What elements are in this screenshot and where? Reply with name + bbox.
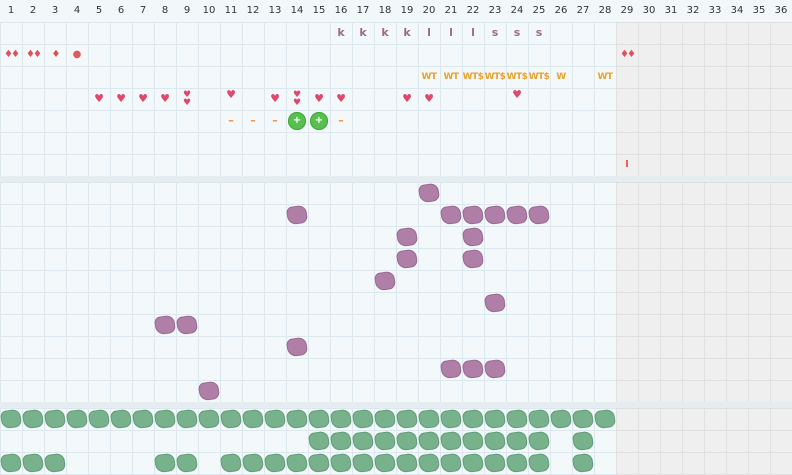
symptom-panel: k k k k l l l s s s ♦♦ ♦♦ ♦ ● ♦♦ WT WT WT$ WT$ WT$ WT$ W WT ♥ ♥ ♥… <box>0 22 792 176</box>
day-number-21: 21 <box>444 5 458 16</box>
day-number-30: 30 <box>642 5 656 16</box>
dash-icon[interactable]: – <box>228 114 234 127</box>
day-number-33: 33 <box>708 5 722 16</box>
day-number-11: 11 <box>224 5 238 16</box>
heart-icon[interactable]: ♥ <box>138 92 148 105</box>
flower-plus: + <box>310 112 328 130</box>
heart-icon[interactable]: ♥ <box>314 92 324 105</box>
day-number-24: 24 <box>510 5 524 16</box>
day-number-17: 17 <box>356 5 370 16</box>
dot-icon[interactable]: ● <box>72 49 82 60</box>
dash-icon[interactable]: – <box>338 114 344 127</box>
dash-icon[interactable]: – <box>272 114 278 127</box>
marker-letter[interactable]: s <box>491 26 499 39</box>
day-number-13: 13 <box>268 5 282 16</box>
log-panel <box>0 408 792 475</box>
day-number-4: 4 <box>73 5 81 16</box>
heart-icon[interactable]: ♥ <box>116 92 126 105</box>
day-number-2: 2 <box>29 5 37 16</box>
activity-panel <box>0 182 792 402</box>
panel-grid-inactive <box>616 182 792 402</box>
day-number-8: 8 <box>161 5 169 16</box>
heart-icon[interactable]: ♥ <box>424 92 434 105</box>
double-heart-icon[interactable]: ♥♥ <box>293 90 302 108</box>
double-heart-icon[interactable]: ♥♥ <box>183 90 192 108</box>
heart-icon[interactable]: ♥ <box>402 92 412 105</box>
day-number-15: 15 <box>312 5 326 16</box>
day-number-20: 20 <box>422 5 436 16</box>
marker-letter[interactable]: l <box>449 26 453 39</box>
day-number-10: 10 <box>202 5 216 16</box>
day-number-35: 35 <box>752 5 766 16</box>
heart-icon[interactable]: ♥ <box>512 88 522 101</box>
heart-icon[interactable]: ♥ <box>270 92 280 105</box>
marker-letter[interactable]: l <box>471 26 475 39</box>
marker-wt[interactable]: WT <box>421 72 437 82</box>
marker-wt[interactable]: WT <box>597 72 613 82</box>
day-number-6: 6 <box>117 5 125 16</box>
day-number-32: 32 <box>686 5 700 16</box>
day-number-27: 27 <box>576 5 590 16</box>
marker-wt[interactable]: WT <box>443 72 459 82</box>
day-number-14: 14 <box>290 5 304 16</box>
day-number-29: 29 <box>620 5 634 16</box>
marker-letter[interactable]: k <box>359 26 367 39</box>
panel-grid-inactive <box>616 408 792 475</box>
marker-wt[interactable]: WT$ <box>484 72 506 82</box>
day-number-9: 9 <box>183 5 191 16</box>
day-number-5: 5 <box>95 5 103 16</box>
day-number-7: 7 <box>139 5 147 16</box>
day-number-16: 16 <box>334 5 348 16</box>
marker-letter[interactable]: s <box>513 26 521 39</box>
marker-letter[interactable]: l <box>427 26 431 39</box>
day-number-31: 31 <box>664 5 678 16</box>
day-number-18: 18 <box>378 5 392 16</box>
heart-icon[interactable]: ♥ <box>160 92 170 105</box>
flower-plus: + <box>288 112 306 130</box>
double-drop-icon[interactable]: ♦♦ <box>26 49 42 60</box>
marker-wt[interactable]: W <box>556 72 566 82</box>
heart-icon[interactable]: ♥ <box>94 92 104 105</box>
bar-icon[interactable]: I <box>625 159 629 170</box>
double-drop-icon[interactable]: ♦♦ <box>4 49 20 60</box>
day-number-28: 28 <box>598 5 612 16</box>
marker-letter[interactable]: k <box>381 26 389 39</box>
marker-letter[interactable]: k <box>337 26 345 39</box>
day-number-12: 12 <box>246 5 260 16</box>
day-number-36: 36 <box>774 5 788 16</box>
flower-icon[interactable]: + <box>308 110 330 132</box>
panel-divider <box>0 402 792 408</box>
dash-icon[interactable]: – <box>250 114 256 127</box>
double-drop-icon[interactable]: ♦♦ <box>620 49 636 60</box>
marker-letter[interactable]: s <box>535 26 543 39</box>
day-number-22: 22 <box>466 5 480 16</box>
heart-icon[interactable]: ♥ <box>336 92 346 105</box>
panel-grid-inactive <box>616 22 792 176</box>
day-number-19: 19 <box>400 5 414 16</box>
marker-wt[interactable]: WT$ <box>528 72 550 82</box>
heart-icon[interactable]: ♥ <box>226 88 236 101</box>
day-number-1: 1 <box>7 5 15 16</box>
day-number-26: 26 <box>554 5 568 16</box>
flower-icon[interactable]: + <box>286 110 308 132</box>
day-number-3: 3 <box>51 5 59 16</box>
panel-grid-active <box>0 22 616 176</box>
panel-divider <box>0 176 792 182</box>
marker-wt[interactable]: WT$ <box>462 72 484 82</box>
marker-letter[interactable]: k <box>403 26 411 39</box>
drop-icon[interactable]: ♦ <box>51 49 61 60</box>
day-header: 1 2 3 4 5 6 7 8 9 10 11 12 13 14 15 16 17 18 19 20 21 22 23 24 2… <box>0 0 792 22</box>
day-number-25: 25 <box>532 5 546 16</box>
marker-wt[interactable]: WT$ <box>506 72 528 82</box>
day-number-34: 34 <box>730 5 744 16</box>
day-number-23: 23 <box>488 5 502 16</box>
